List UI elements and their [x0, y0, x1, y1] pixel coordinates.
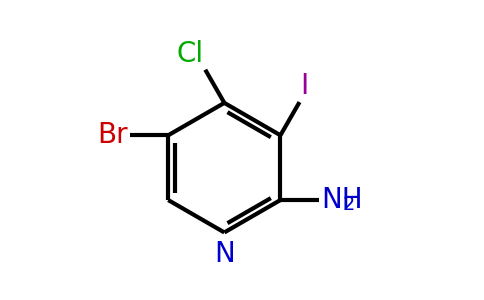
Text: Br: Br	[97, 121, 128, 149]
Text: I: I	[301, 72, 309, 100]
Text: NH: NH	[321, 186, 363, 214]
Text: N: N	[214, 240, 235, 268]
Text: 2: 2	[342, 195, 355, 214]
Text: Cl: Cl	[177, 40, 204, 68]
